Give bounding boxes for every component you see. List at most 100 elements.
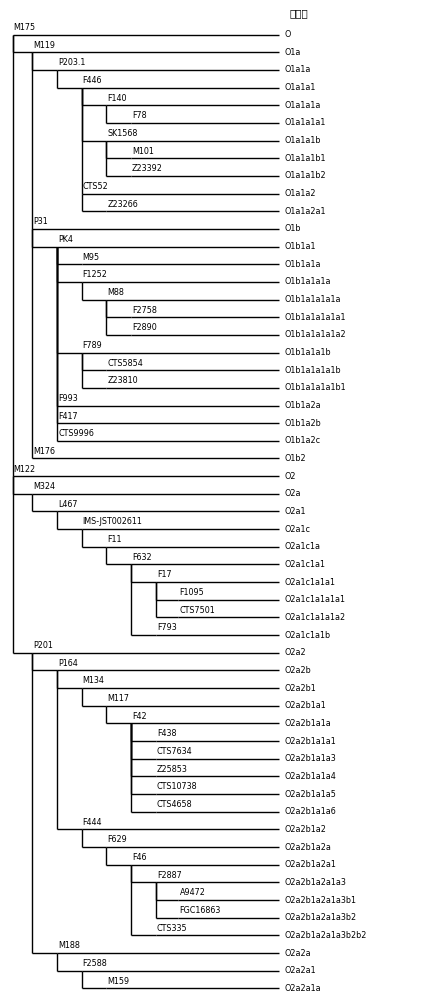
Text: O2a2a: O2a2a — [284, 949, 311, 958]
Text: O1b: O1b — [284, 224, 301, 233]
Text: CTS10738: CTS10738 — [157, 782, 197, 791]
Text: O2a2b1a2a1a3b2b2: O2a2b1a2a1a3b2b2 — [284, 931, 366, 940]
Text: L467: L467 — [58, 500, 78, 509]
Text: Z25853: Z25853 — [157, 765, 187, 774]
Text: P31: P31 — [33, 217, 48, 226]
Text: F793: F793 — [157, 623, 177, 632]
Text: O2a2b1a1a4: O2a2b1a1a4 — [284, 772, 336, 781]
Text: O1a1a1a: O1a1a1a — [284, 101, 320, 110]
Text: O2a2b1a1: O2a2b1a1 — [284, 701, 326, 710]
Text: O1a1a1: O1a1a1 — [284, 83, 316, 92]
Text: Z23266: Z23266 — [108, 200, 138, 209]
Text: Z23392: Z23392 — [132, 164, 163, 173]
Text: M175: M175 — [13, 23, 36, 32]
Text: F629: F629 — [108, 835, 127, 844]
Text: O1b2: O1b2 — [284, 454, 306, 463]
Text: O1b1a1a1b: O1b1a1a1b — [284, 348, 331, 357]
Text: CTS7501: CTS7501 — [180, 606, 215, 615]
Text: CTS52: CTS52 — [83, 182, 108, 191]
Text: F632: F632 — [132, 553, 152, 562]
Text: O2a2a1: O2a2a1 — [284, 966, 316, 975]
Text: O2a2b1a2a1: O2a2b1a2a1 — [284, 860, 336, 869]
Text: O1b1a1a1a1a1: O1b1a1a1a1a1 — [284, 313, 345, 322]
Text: F1095: F1095 — [180, 588, 204, 597]
Text: Z23810: Z23810 — [108, 376, 138, 385]
Text: O2a2b1a2a1a3b1: O2a2b1a2a1a3b1 — [284, 896, 356, 905]
Text: F2758: F2758 — [132, 306, 157, 315]
Text: O1b1a2a: O1b1a2a — [284, 401, 321, 410]
Text: PK4: PK4 — [58, 235, 73, 244]
Text: A9472: A9472 — [180, 888, 205, 897]
Text: O2a1c1a1: O2a1c1a1 — [284, 560, 325, 569]
Text: O1a1a: O1a1a — [284, 65, 310, 74]
Text: M119: M119 — [33, 41, 56, 50]
Text: CTS4658: CTS4658 — [157, 800, 192, 809]
Text: F2890: F2890 — [132, 323, 157, 332]
Text: F438: F438 — [157, 729, 176, 738]
Text: O1b1a1a1a1b1: O1b1a1a1a1b1 — [284, 383, 346, 392]
Text: F446: F446 — [83, 76, 102, 85]
Text: O: O — [284, 30, 290, 39]
Text: F993: F993 — [58, 394, 78, 403]
Text: O2a2b: O2a2b — [284, 666, 311, 675]
Text: O2a1: O2a1 — [284, 507, 306, 516]
Text: O1a1a2a1: O1a1a2a1 — [284, 207, 326, 216]
Text: F42: F42 — [132, 712, 147, 721]
Text: SK1568: SK1568 — [108, 129, 138, 138]
Text: O2a2b1a1a1: O2a2b1a1a1 — [284, 737, 336, 746]
Text: P201: P201 — [33, 641, 53, 650]
Text: O1b1a2b: O1b1a2b — [284, 419, 321, 428]
Text: M117: M117 — [108, 694, 129, 703]
Text: O2a1c1a1a1a1: O2a1c1a1a1a1 — [284, 595, 345, 604]
Text: O2a2b1a2a1a3: O2a2b1a2a1a3 — [284, 878, 346, 887]
Text: O2a1c: O2a1c — [284, 525, 310, 534]
Text: CTS7634: CTS7634 — [157, 747, 192, 756]
Text: O2a2b1a2: O2a2b1a2 — [284, 825, 326, 834]
Text: F46: F46 — [132, 853, 147, 862]
Text: O1b1a1a1a1a: O1b1a1a1a1a — [284, 295, 341, 304]
Text: F17: F17 — [157, 570, 171, 579]
Text: O1b1a1a1a1a2: O1b1a1a1a1a2 — [284, 330, 346, 339]
Text: M159: M159 — [108, 977, 129, 986]
Text: O2a2b1a1a5: O2a2b1a1a5 — [284, 790, 336, 799]
Text: O1a1a1b2: O1a1a1b2 — [284, 171, 326, 180]
Text: O2a2b1: O2a2b1 — [284, 684, 316, 693]
Text: O2a2b1a1a: O2a2b1a1a — [284, 719, 331, 728]
Text: O1b1a1: O1b1a1 — [284, 242, 316, 251]
Text: O2a2b1a1a6: O2a2b1a1a6 — [284, 807, 336, 816]
Text: O2a2a1a: O2a2a1a — [284, 984, 321, 993]
Text: M324: M324 — [33, 482, 56, 491]
Text: M122: M122 — [13, 465, 36, 474]
Text: O1a1a1a1: O1a1a1a1 — [284, 118, 326, 127]
Text: F78: F78 — [132, 111, 147, 120]
Text: M176: M176 — [33, 447, 56, 456]
Text: F444: F444 — [83, 818, 102, 827]
Text: O2a1c1a1a1a2: O2a1c1a1a1a2 — [284, 613, 345, 622]
Text: O2a: O2a — [284, 489, 301, 498]
Text: O2a2: O2a2 — [284, 648, 306, 657]
Text: M95: M95 — [83, 253, 100, 262]
Text: O1a1a1b1: O1a1a1b1 — [284, 154, 326, 163]
Text: CTS9996: CTS9996 — [58, 429, 94, 438]
Text: O1a1a2: O1a1a2 — [284, 189, 316, 198]
Text: M188: M188 — [58, 941, 80, 950]
Text: F2887: F2887 — [157, 871, 181, 880]
Text: O1b1a1a: O1b1a1a — [284, 260, 321, 269]
Text: O1b1a1a1a: O1b1a1a1a — [284, 277, 331, 286]
Text: 单倍群: 单倍群 — [289, 8, 308, 18]
Text: IMS-JST002611: IMS-JST002611 — [83, 517, 143, 526]
Text: F140: F140 — [108, 94, 127, 103]
Text: P203.1: P203.1 — [58, 58, 85, 67]
Text: F2588: F2588 — [83, 959, 108, 968]
Text: O2a1c1a1a1: O2a1c1a1a1 — [284, 578, 335, 587]
Text: CTS335: CTS335 — [157, 924, 187, 933]
Text: O2a1c1a1b: O2a1c1a1b — [284, 631, 330, 640]
Text: F417: F417 — [58, 412, 78, 421]
Text: F789: F789 — [83, 341, 102, 350]
Text: M88: M88 — [108, 288, 124, 297]
Text: O2a2b1a1a3: O2a2b1a1a3 — [284, 754, 336, 763]
Text: P164: P164 — [58, 659, 78, 668]
Text: O1b1a1a1a1b: O1b1a1a1a1b — [284, 366, 341, 375]
Text: M134: M134 — [83, 676, 105, 685]
Text: O2a2b1a2a1a3b2: O2a2b1a2a1a3b2 — [284, 913, 356, 922]
